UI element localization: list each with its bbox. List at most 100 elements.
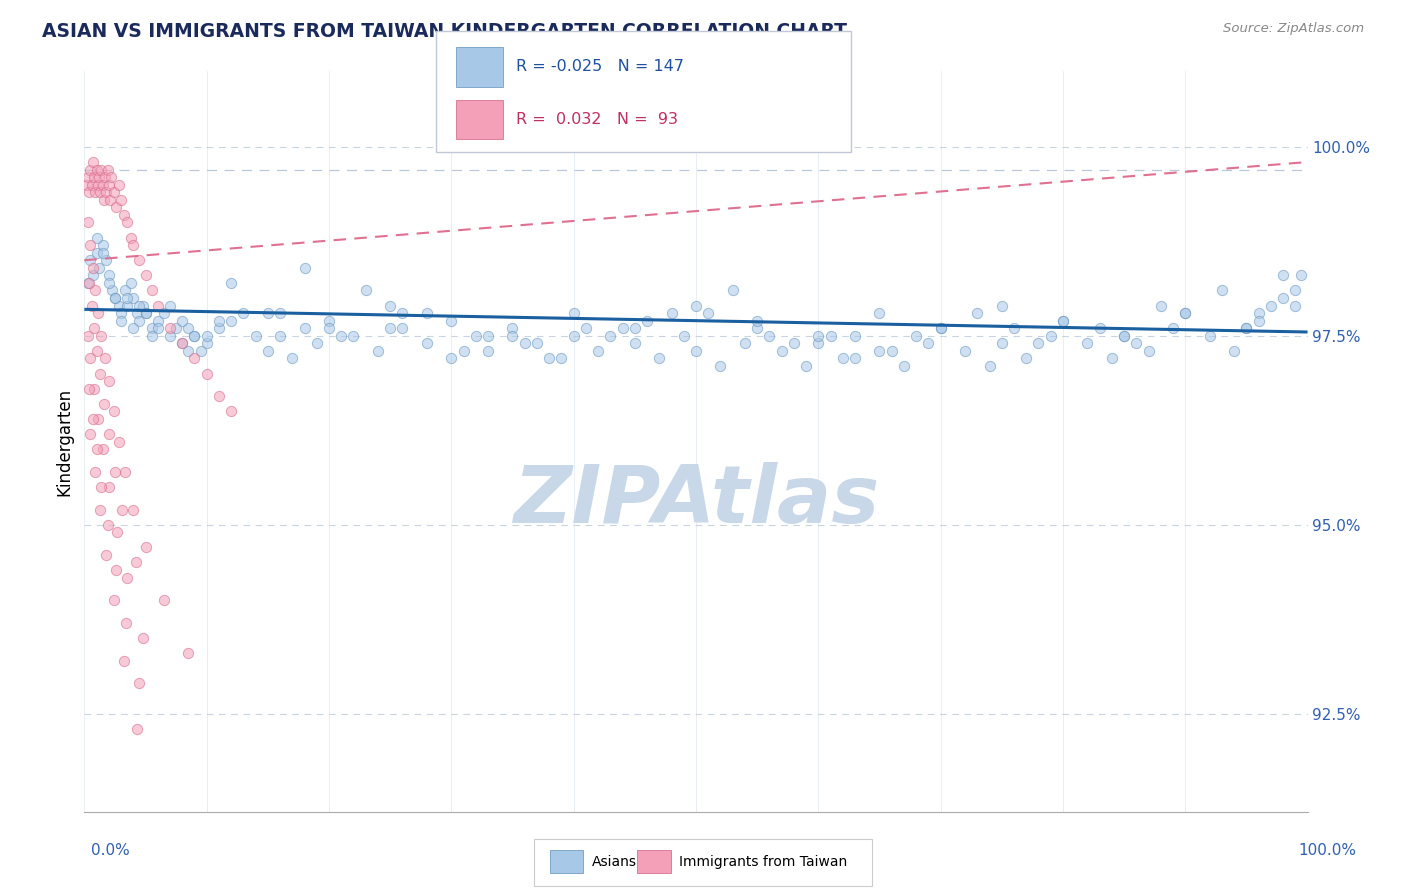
Point (1015, 351, 1038, 366)
Point (1174, 306, 1197, 320)
Point (869, 306, 891, 320)
Point (97, 162, 120, 177)
Point (869, 343, 891, 358)
Point (87, 178, 110, 192)
Point (135, 541, 157, 555)
Point (318, 321, 340, 335)
Point (232, 306, 254, 320)
Point (586, 343, 609, 358)
Point (87, 170, 110, 185)
Point (100, 170, 122, 185)
Point (94, 170, 117, 185)
Point (208, 313, 231, 327)
Text: ASIAN VS IMMIGRANTS FROM TAIWAN KINDERGARTEN CORRELATION CHART: ASIAN VS IMMIGRANTS FROM TAIWAN KINDERGA… (42, 22, 848, 41)
Point (183, 328, 205, 343)
Point (367, 343, 389, 358)
Point (87, 412, 110, 426)
Point (697, 306, 720, 320)
Point (177, 343, 200, 358)
Point (115, 615, 138, 630)
Point (195, 367, 218, 381)
Text: Source: ZipAtlas.com: Source: ZipAtlas.com (1223, 22, 1364, 36)
Point (96, 548, 118, 562)
Point (929, 321, 952, 335)
Point (91, 178, 114, 192)
Point (1247, 313, 1270, 327)
Point (1101, 351, 1123, 366)
Point (96, 253, 118, 268)
Point (416, 336, 439, 351)
Text: 100.0%: 100.0% (1299, 843, 1357, 858)
Point (1039, 328, 1062, 343)
Point (195, 336, 218, 351)
Point (135, 306, 157, 320)
Point (86, 442, 108, 456)
Point (122, 238, 145, 252)
Point (122, 291, 145, 305)
Point (128, 676, 150, 690)
Point (245, 328, 267, 343)
Point (98, 193, 121, 207)
Point (502, 328, 524, 343)
Point (1198, 328, 1220, 343)
Point (991, 299, 1014, 313)
Point (103, 404, 125, 418)
Point (526, 336, 548, 351)
Point (1284, 299, 1306, 313)
Point (86, 245, 108, 260)
Point (758, 328, 780, 343)
Point (79, 427, 101, 442)
Point (783, 336, 806, 351)
Point (77, 186, 100, 200)
Point (165, 321, 187, 335)
Point (831, 351, 853, 366)
Point (128, 313, 150, 327)
Point (513, 336, 536, 351)
Point (82, 412, 104, 426)
Point (89, 367, 111, 381)
Point (86, 230, 108, 244)
Point (1137, 343, 1160, 358)
Text: ZIPAtlas: ZIPAtlas (513, 462, 879, 540)
Point (844, 328, 866, 343)
Point (91, 238, 114, 252)
Point (269, 328, 291, 343)
Point (96, 186, 118, 200)
Point (82, 155, 104, 169)
Point (94, 351, 117, 366)
Point (208, 389, 231, 403)
Point (953, 343, 976, 358)
Point (79, 351, 101, 366)
Point (1284, 284, 1306, 298)
Point (794, 359, 817, 373)
Point (1088, 321, 1111, 335)
Text: R = -0.025   N = 147: R = -0.025 N = 147 (516, 60, 683, 74)
Point (416, 306, 439, 320)
Point (77, 276, 100, 290)
Point (1260, 299, 1282, 313)
Point (1052, 313, 1074, 327)
Point (1272, 291, 1295, 305)
Point (440, 351, 463, 366)
Point (391, 306, 413, 320)
Point (84, 186, 107, 200)
Point (880, 343, 903, 358)
Point (208, 321, 231, 335)
Point (93, 193, 115, 207)
Point (917, 336, 939, 351)
Point (89, 186, 111, 200)
Point (1174, 306, 1197, 320)
Point (83, 382, 105, 396)
Point (77, 276, 100, 290)
Point (661, 306, 683, 320)
Point (90, 162, 112, 177)
Point (77, 382, 100, 396)
Point (721, 284, 744, 298)
Point (672, 328, 695, 343)
Point (1223, 343, 1246, 358)
Point (1272, 268, 1295, 283)
Point (132, 299, 155, 313)
Point (90, 328, 112, 343)
Point (120, 276, 142, 290)
Point (636, 313, 658, 327)
